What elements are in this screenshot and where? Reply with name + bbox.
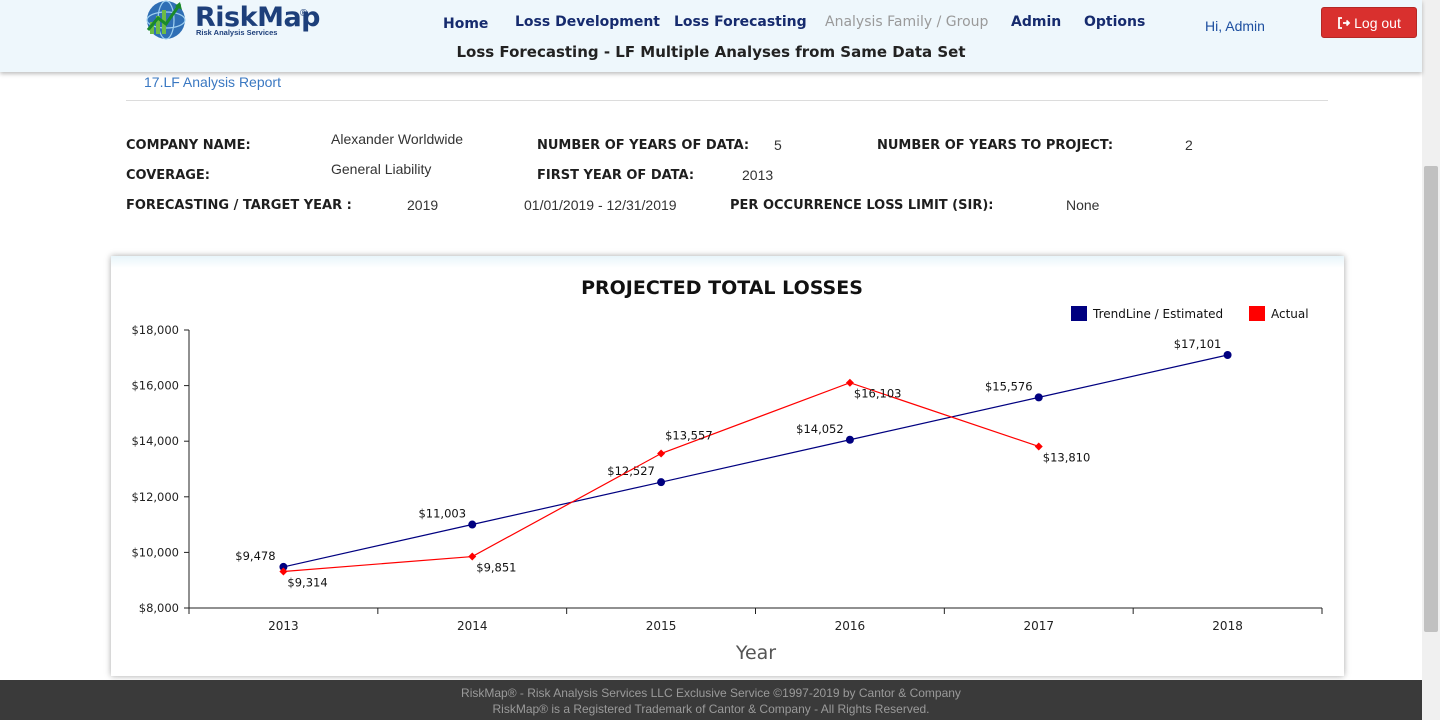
sir-value: None <box>1066 197 1100 213</box>
actual-point <box>1034 442 1043 451</box>
actual-data-label: $13,557 <box>665 429 713 443</box>
actual-point <box>845 378 854 387</box>
company-name-value: Alexander Worldwide <box>331 131 464 147</box>
x-tick-label: 2016 <box>835 619 866 633</box>
trendline-data-label: $11,003 <box>418 507 466 521</box>
years-of-data-value: 5 <box>774 137 782 153</box>
trendline-point <box>1034 393 1043 402</box>
trendline-point <box>657 478 666 487</box>
sir-label: PER OCCURRENCE LOSS LIMIT (SIR): <box>730 198 994 213</box>
trendline-point <box>1223 350 1232 359</box>
y-tick-label: $8,000 <box>139 601 179 615</box>
trendline-data-label: $9,478 <box>235 549 275 563</box>
coverage-value: General Liability <box>331 161 432 177</box>
years-to-project-label: NUMBER OF YEARS TO PROJECT: <box>877 138 1114 153</box>
nav-loss-forecasting[interactable]: Loss Forecasting <box>674 14 807 30</box>
footer-trademark: RiskMap® is a Registered Trademark of Ca… <box>492 702 930 716</box>
trendline-point <box>845 435 854 444</box>
nav-admin[interactable]: Admin <box>1011 14 1062 30</box>
page-footer: RiskMap® - Risk Analysis Services LLC Ex… <box>0 680 1422 720</box>
x-tick-label: 2015 <box>646 619 677 633</box>
nav-loss-development[interactable]: Loss Development <box>515 14 660 30</box>
trendline-point <box>468 520 477 529</box>
legend-swatch <box>1249 306 1265 321</box>
x-tick-label: 2017 <box>1023 619 1054 633</box>
projected-losses-chart: PROJECTED TOTAL LOSSES $8,000 $10,000 $12,0… <box>131 277 1323 664</box>
legend-swatch <box>1071 306 1087 321</box>
y-tick-label: $10,000 <box>131 545 179 559</box>
riskmap-logo[interactable] <box>142 0 312 42</box>
actual-data-label: $13,810 <box>1043 450 1091 464</box>
chart-card: PROJECTED TOTAL LOSSES $8,000 $10,000 $12,0… <box>111 256 1344 676</box>
nav-home[interactable]: Home <box>443 16 489 32</box>
years-of-data-label: NUMBER OF YEARS OF DATA: <box>537 138 750 153</box>
breadcrumb-report-link[interactable]: 17.LF Analysis Report <box>144 74 281 90</box>
actual-data-label: $9,851 <box>476 561 516 575</box>
logo-registered-mark: ® <box>300 8 308 19</box>
years-to-project-value: 2 <box>1185 137 1193 153</box>
y-tick-label: $14,000 <box>131 434 179 448</box>
chart-title: PROJECTED TOTAL LOSSES <box>581 277 863 299</box>
logo-tagline: Risk Analysis Services <box>196 28 278 37</box>
chart-card-top-gradient <box>111 256 1344 268</box>
legend-label: TrendLine / Estimated <box>1092 307 1223 321</box>
y-tick-label: $16,000 <box>131 379 179 393</box>
x-axis-label: Year <box>735 642 776 664</box>
user-greeting: Hi, Admin <box>1205 18 1265 34</box>
coverage-label: COVERAGE: <box>126 168 211 183</box>
x-tick-label: 2014 <box>457 619 488 633</box>
actual-point <box>468 552 477 561</box>
y-tick-label: $18,000 <box>131 323 179 337</box>
section-divider <box>126 100 1328 101</box>
footer-copyright: RiskMap® - Risk Analysis Services LLC Ex… <box>461 686 961 700</box>
forecast-year-label: FORECASTING / TARGET YEAR : <box>126 198 352 213</box>
logout-label: Log out <box>1354 14 1401 31</box>
trendline-data-label: $14,052 <box>796 422 844 436</box>
trendline-data-label: $15,576 <box>985 379 1033 393</box>
forecast-date-range: 01/01/2019 - 12/31/2019 <box>524 197 677 213</box>
page-title: Loss Forecasting - LF Multiple Analyses … <box>456 43 966 61</box>
first-year-label: FIRST YEAR OF DATA: <box>537 168 695 183</box>
top-header: RiskMap ® Risk Analysis Services Home Lo… <box>0 0 1422 72</box>
trendline-data-label: $12,527 <box>607 464 655 478</box>
trendline-point <box>279 562 288 571</box>
company-name-label: COMPANY NAME: <box>126 138 251 153</box>
actual-series-line <box>283 382 1039 573</box>
trendline-data-label: $17,101 <box>1174 337 1222 351</box>
x-tick-label: 2013 <box>268 619 299 633</box>
actual-data-label: $16,103 <box>854 387 902 401</box>
legend-label: Actual <box>1271 307 1309 321</box>
vertical-scrollbar[interactable] <box>1422 0 1440 720</box>
forecast-year-value: 2019 <box>407 197 439 213</box>
y-tick-label: $12,000 <box>131 490 179 504</box>
actual-point <box>279 567 288 576</box>
logout-button[interactable]: Log out <box>1321 7 1417 38</box>
first-year-value: 2013 <box>742 167 774 183</box>
sign-out-icon <box>1338 16 1351 29</box>
nav-analysis-family-group[interactable]: Analysis Family / Group <box>825 14 989 30</box>
nav-options[interactable]: Options <box>1084 14 1146 30</box>
x-tick-label: 2018 <box>1212 619 1243 633</box>
logo-text: RiskMap <box>195 2 321 33</box>
scrollbar-thumb[interactable] <box>1424 166 1438 632</box>
actual-data-label: $9,314 <box>287 575 327 589</box>
trendline-series-line <box>283 354 1228 568</box>
actual-point <box>657 449 666 458</box>
